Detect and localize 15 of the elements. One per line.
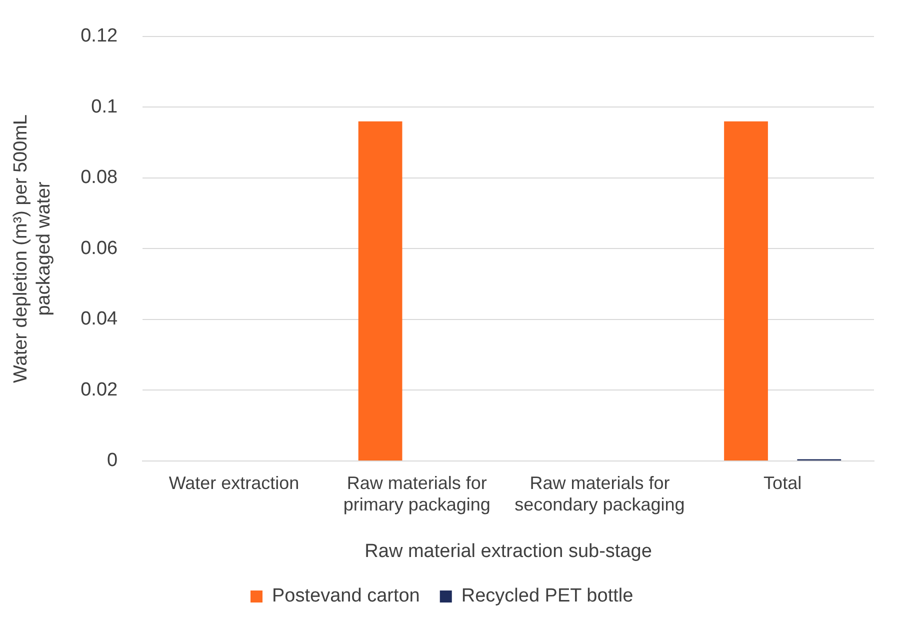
legend-label: Postevand carton [272, 586, 420, 607]
x-axis-title: Raw material extraction sub-stage [364, 540, 652, 562]
x-tick-label: Water extraction [168, 472, 300, 493]
y-tick-label: 0.12 [80, 26, 118, 47]
x-tick-label: Raw materials for primary packaging [343, 472, 490, 514]
y-axis-title: Water depletion (m³) per 500mL packaged water [10, 114, 54, 383]
y-tick-label: 0.02 [80, 379, 118, 400]
x-tick-label: Total [764, 472, 802, 493]
y-tick-label: 0.1 [91, 96, 118, 118]
y-tick-label: 0.04 [80, 308, 118, 330]
x-tick-label: Raw materials for secondary packaging [514, 472, 685, 514]
y-tick-label: 0.08 [80, 167, 118, 188]
y-tick-label: 0.06 [80, 238, 118, 259]
y-tick-label: 0 [107, 450, 118, 472]
legend-label: Recycled PET bottle [461, 586, 634, 607]
